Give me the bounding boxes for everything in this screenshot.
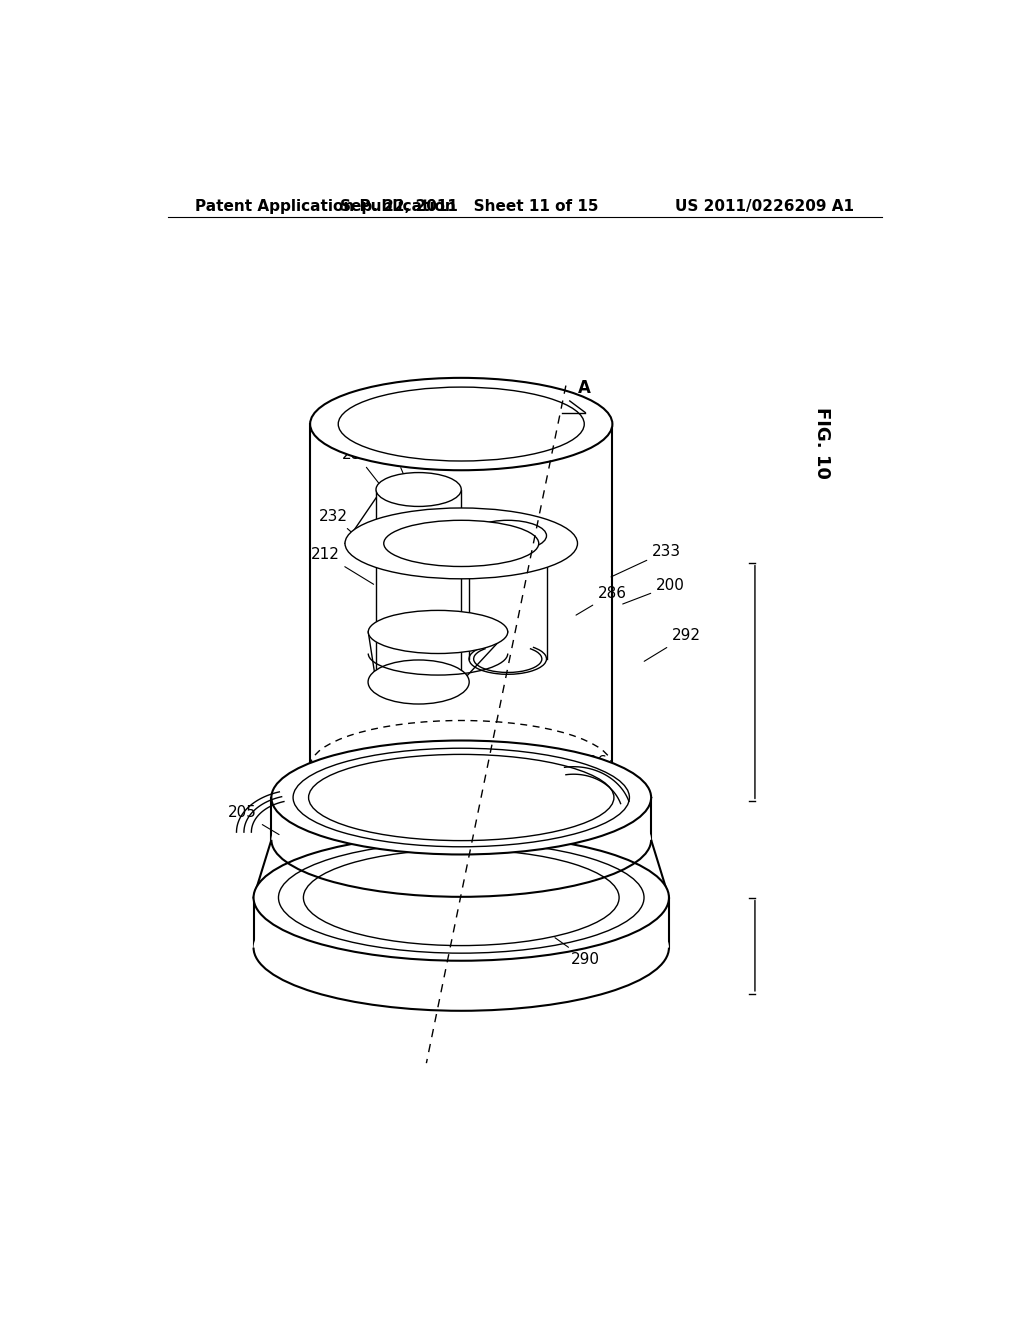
Ellipse shape — [271, 783, 651, 896]
Text: 286: 286 — [577, 586, 627, 615]
Ellipse shape — [376, 473, 461, 507]
Ellipse shape — [293, 748, 630, 847]
Text: 285: 285 — [342, 447, 382, 487]
Text: 233: 233 — [611, 544, 681, 577]
Text: 205: 205 — [228, 805, 280, 834]
Text: 287: 287 — [435, 413, 464, 463]
Ellipse shape — [469, 520, 547, 552]
Ellipse shape — [368, 660, 469, 704]
Ellipse shape — [376, 665, 461, 700]
Text: A: A — [578, 379, 591, 397]
Text: 290: 290 — [555, 937, 600, 966]
Text: US 2011/0226209 A1: US 2011/0226209 A1 — [675, 199, 854, 214]
Text: Patent Application Publication: Patent Application Publication — [196, 199, 457, 214]
Ellipse shape — [254, 884, 669, 1011]
Ellipse shape — [376, 473, 461, 507]
Ellipse shape — [254, 834, 669, 961]
Ellipse shape — [384, 520, 539, 566]
Ellipse shape — [308, 755, 614, 841]
Ellipse shape — [303, 850, 620, 945]
Ellipse shape — [384, 520, 539, 566]
Ellipse shape — [254, 834, 669, 961]
Ellipse shape — [345, 508, 578, 579]
Ellipse shape — [271, 741, 651, 854]
Ellipse shape — [279, 842, 644, 953]
Bar — [254, 898, 669, 948]
Bar — [271, 797, 651, 840]
Ellipse shape — [310, 378, 612, 470]
Text: 206: 206 — [555, 755, 607, 781]
Text: 212: 212 — [311, 548, 374, 585]
Ellipse shape — [310, 378, 612, 470]
Ellipse shape — [369, 610, 508, 653]
Text: 213: 213 — [381, 447, 414, 499]
Text: 204: 204 — [478, 405, 526, 457]
Ellipse shape — [271, 741, 651, 854]
Ellipse shape — [369, 610, 508, 653]
Text: FIG. 10: FIG. 10 — [813, 407, 831, 479]
Bar — [310, 424, 612, 767]
Text: 292: 292 — [644, 628, 700, 661]
Text: 232: 232 — [318, 510, 362, 541]
Text: 200: 200 — [623, 578, 685, 605]
Ellipse shape — [338, 387, 585, 461]
Text: Sep. 22, 2011   Sheet 11 of 15: Sep. 22, 2011 Sheet 11 of 15 — [340, 199, 598, 214]
Ellipse shape — [345, 508, 578, 579]
Ellipse shape — [469, 520, 547, 552]
Ellipse shape — [338, 387, 585, 461]
Ellipse shape — [293, 748, 630, 847]
